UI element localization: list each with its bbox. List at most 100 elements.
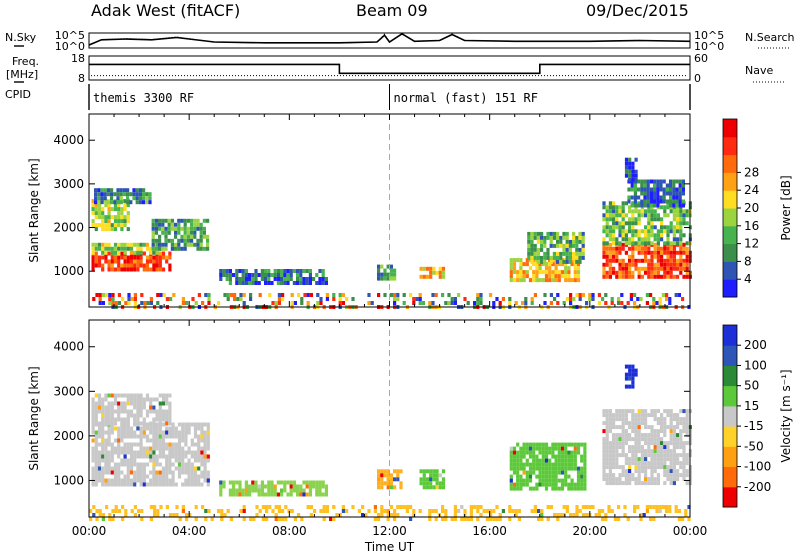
data-cell: [640, 445, 644, 450]
data-cell: [184, 454, 188, 459]
data-cell: [682, 258, 686, 263]
data-cell: [541, 278, 545, 283]
data-cell: [538, 466, 542, 471]
data-cell: [669, 195, 673, 200]
data-cell: [113, 417, 118, 422]
data-cell: [650, 250, 654, 255]
data-cell: [463, 509, 467, 513]
data-cell: [286, 281, 290, 285]
data-cell: [197, 442, 201, 447]
data-cell: [238, 480, 242, 485]
data-cell: [123, 259, 127, 264]
data-cell: [564, 470, 568, 475]
data-cell: [653, 461, 657, 466]
data-cell: [653, 183, 657, 188]
data-cell: [551, 466, 555, 471]
data-cell: [177, 474, 182, 479]
data-cell: [530, 235, 534, 240]
data-cell: [678, 187, 682, 192]
data-cell: [535, 462, 539, 467]
data-cell: [132, 188, 136, 193]
data-cell: [682, 441, 686, 446]
data-cell: [569, 301, 573, 305]
data-cell: [631, 461, 635, 466]
data-cell: [117, 426, 121, 431]
data-cell: [171, 454, 175, 459]
data-cell: [634, 429, 638, 434]
data-cell: [631, 217, 635, 222]
data-cell: [621, 201, 625, 206]
data-cell: [564, 458, 568, 463]
data-cell: [145, 409, 150, 414]
data-cell: [656, 429, 660, 434]
data-cell: [136, 454, 140, 459]
data-cell: [220, 509, 224, 513]
data-cell: [94, 393, 98, 398]
data-cell: [685, 413, 689, 418]
data-cell: [441, 509, 445, 513]
data-cell: [660, 254, 664, 259]
data-cell: [120, 421, 124, 426]
data-cell: [580, 458, 584, 463]
data-cell: [97, 442, 102, 447]
data-cell: [546, 251, 550, 256]
data-cell: [656, 191, 660, 196]
data-cell: [91, 207, 95, 212]
data-cell: [495, 517, 499, 521]
data-cell: [650, 413, 654, 418]
search-noise-line: [88, 33, 691, 46]
data-cell: [345, 509, 349, 513]
data-cell: [296, 492, 300, 497]
data-cell: [133, 421, 137, 426]
data-cell: [373, 509, 377, 513]
data-cell: [640, 179, 644, 184]
data-cell: [428, 509, 432, 513]
data-cell: [181, 482, 185, 487]
data-cell: [393, 276, 397, 281]
data-cell: [631, 237, 635, 242]
data-cell: [158, 238, 162, 243]
data-cell: [149, 454, 153, 459]
data-cell: [117, 263, 121, 268]
data-cell: [183, 242, 187, 247]
data-cell: [97, 434, 102, 439]
data-cell: [634, 449, 638, 454]
data-cell: [107, 434, 111, 439]
data-cell: [627, 195, 631, 200]
data-cell: [644, 457, 648, 462]
data-cell: [158, 442, 162, 447]
data-cell: [142, 426, 146, 431]
data-cell: [139, 250, 143, 255]
data-cell: [261, 505, 265, 509]
data-cell: [138, 188, 142, 193]
data-cell: [405, 505, 409, 509]
data-cell: [663, 250, 667, 255]
data-cell: [602, 205, 606, 210]
data-cell: [110, 227, 114, 232]
data-cell: [107, 242, 111, 247]
data-cell: [429, 481, 433, 486]
data-cell: [634, 453, 638, 458]
data-cell: [678, 199, 682, 204]
data-cell: [669, 199, 673, 204]
data-cell: [554, 442, 558, 447]
data-cell: [140, 301, 144, 305]
data-cell: [669, 477, 673, 482]
data-cell: [663, 461, 667, 466]
nsearch-label: N.Search: [745, 31, 795, 44]
data-cell: [685, 266, 689, 271]
data-cell: [283, 273, 287, 277]
y-tick-label: 4000: [53, 133, 84, 147]
data-cell: [117, 474, 121, 479]
data-cell: [564, 262, 568, 267]
data-cell: [186, 218, 190, 223]
data-cell: [249, 293, 253, 297]
data-cell: [672, 237, 676, 242]
data-cell: [672, 461, 676, 466]
data-cell: [117, 242, 121, 247]
data-cell: [650, 465, 654, 470]
data-cell: [197, 450, 201, 455]
data-cell: [650, 254, 654, 259]
data-cell: [562, 235, 566, 240]
data-cell: [444, 517, 448, 521]
